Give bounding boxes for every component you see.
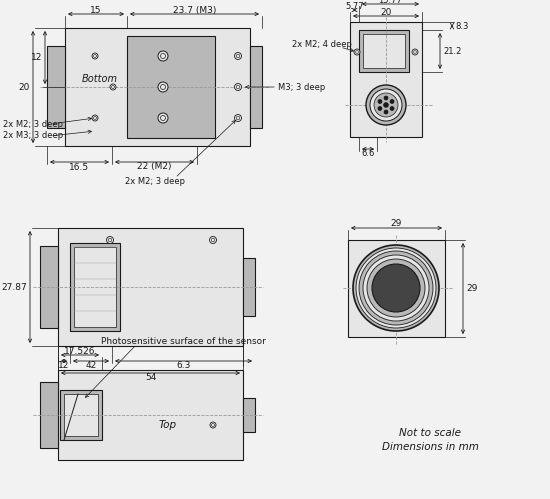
Text: 21.2: 21.2	[443, 46, 461, 55]
Text: 6.3: 6.3	[177, 361, 191, 370]
Circle shape	[384, 103, 388, 107]
Circle shape	[107, 237, 113, 244]
Text: Not to scale
Dimensions in mm: Not to scale Dimensions in mm	[382, 428, 478, 452]
Text: 17.526: 17.526	[64, 346, 96, 355]
Bar	[363, 34, 405, 68]
Bar	[127, 36, 215, 138]
Circle shape	[378, 107, 382, 110]
Text: 20: 20	[19, 82, 30, 91]
Text: 27.87: 27.87	[1, 282, 27, 291]
Text: 42: 42	[85, 361, 97, 370]
Bar	[60, 390, 102, 440]
Text: 22 (M2): 22 (M2)	[138, 163, 172, 172]
Circle shape	[158, 51, 168, 61]
Bar	[350, 22, 422, 137]
Text: 15: 15	[90, 5, 102, 14]
Text: 5.77: 5.77	[345, 1, 364, 10]
Text: 2x M3; 3 deep: 2x M3; 3 deep	[3, 132, 63, 141]
Text: 12: 12	[58, 361, 70, 370]
Circle shape	[363, 255, 429, 321]
Text: 2x M2; 3 deep: 2x M2; 3 deep	[125, 177, 185, 186]
Text: 29: 29	[391, 220, 402, 229]
Text: Bottom: Bottom	[82, 74, 118, 84]
Circle shape	[390, 100, 394, 103]
Circle shape	[384, 110, 388, 114]
Bar	[70, 243, 120, 331]
Text: 12: 12	[31, 53, 42, 62]
Bar	[64, 394, 98, 436]
Circle shape	[370, 89, 402, 121]
Circle shape	[390, 107, 394, 110]
Text: 29: 29	[466, 284, 477, 293]
Text: 15.77: 15.77	[378, 0, 403, 4]
Circle shape	[210, 422, 216, 428]
Text: 2x M2; 3 deep: 2x M2; 3 deep	[3, 119, 63, 129]
Circle shape	[158, 113, 168, 123]
Circle shape	[234, 83, 241, 90]
Circle shape	[378, 100, 382, 103]
Text: Top: Top	[159, 420, 177, 430]
Bar	[58, 228, 243, 346]
Bar	[250, 46, 262, 128]
Bar	[58, 370, 243, 460]
Text: M3; 3 deep: M3; 3 deep	[278, 82, 325, 91]
Circle shape	[384, 96, 388, 100]
Circle shape	[412, 49, 418, 55]
Circle shape	[374, 93, 398, 117]
Circle shape	[353, 245, 439, 331]
Bar	[47, 46, 65, 128]
Circle shape	[110, 84, 116, 90]
Text: 23.7 (M3): 23.7 (M3)	[173, 5, 216, 14]
Circle shape	[372, 264, 420, 312]
Bar	[40, 382, 58, 448]
Circle shape	[359, 251, 433, 325]
Circle shape	[356, 248, 436, 328]
Text: 2x M2; 4 deep: 2x M2; 4 deep	[292, 39, 352, 48]
Circle shape	[210, 237, 217, 244]
Text: Photosensitive surface of the sensor: Photosensitive surface of the sensor	[101, 337, 266, 346]
Bar	[243, 398, 255, 432]
Bar	[348, 240, 445, 337]
Bar	[40, 246, 58, 328]
Bar	[65, 28, 250, 146]
Circle shape	[366, 85, 406, 125]
Circle shape	[367, 259, 425, 317]
Circle shape	[158, 82, 168, 92]
Text: 16.5: 16.5	[69, 163, 90, 172]
Text: 6.6: 6.6	[361, 150, 375, 159]
Circle shape	[234, 52, 241, 59]
Text: 20: 20	[380, 7, 392, 16]
Bar	[243, 258, 255, 316]
Circle shape	[92, 115, 98, 121]
Bar	[74, 247, 116, 327]
Circle shape	[354, 49, 360, 55]
Text: 8.3: 8.3	[455, 21, 469, 30]
Circle shape	[92, 53, 98, 59]
Circle shape	[234, 114, 241, 121]
Text: 54: 54	[145, 373, 156, 383]
Bar	[359, 30, 409, 72]
